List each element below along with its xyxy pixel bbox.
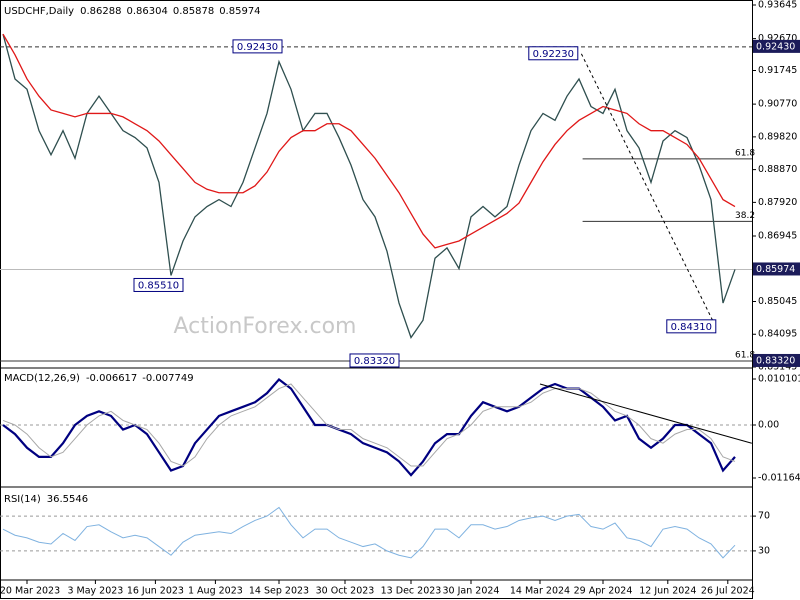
price-marker-label: 0.85974 [756,264,795,275]
x-tick-label: 26 Jul 2024 [701,586,755,597]
header-value: 0.85878 [173,6,214,17]
fib-label: 38.2 [735,211,755,221]
y-tick-label: 0.85045 [758,296,797,307]
trend-line [539,383,752,444]
x-tick-label: 20 Mar 2023 [0,586,60,597]
annotation-label: 0.92430 [237,42,278,53]
y-tick-label: 0.87920 [758,197,797,208]
x-tick-label: 3 May 2023 [67,586,123,597]
y-tick-label: 0.92670 [758,33,797,44]
y-tick-label: 0.86945 [758,230,797,241]
panel-title: MACD(12,26,9) [4,373,80,384]
price-marker-label: 0.92430 [756,41,795,52]
fib-label: 61.8 [735,350,755,360]
y-tick-label: 0.91745 [758,65,797,76]
y-tick-label: 0.84095 [758,329,797,340]
annotation-label: 0.84310 [671,322,712,333]
trend-line [580,53,717,328]
x-tick-label: 30 Oct 2023 [316,586,375,597]
x-tick-label: 30 Jan 2024 [443,586,500,597]
annotation-box [666,319,717,334]
header-value: 36.5546 [47,494,88,505]
annotation-box [232,39,283,54]
y-tick-label: 0.89820 [758,131,797,142]
y-tick-label: -0.011645 [758,473,800,484]
price-marker [753,262,800,276]
panel-title: RSI(14) [4,494,41,505]
header-value: -0.007749 [142,373,193,384]
y-tick-label: 0.88870 [758,164,797,175]
price-marker [753,39,800,53]
annotation-box [349,353,400,368]
y-tick-label: 30 [758,545,770,556]
annotation-label: 0.85510 [138,280,179,291]
annotation-label: 0.83320 [354,356,395,367]
x-tick-label: 13 Dec 2023 [381,586,442,597]
x-tick-label: 29 Apr 2024 [574,586,633,597]
x-tick-label: 12 Jun 2024 [639,586,696,597]
header-value: 0.85974 [219,6,260,17]
header-bg [2,492,94,505]
annotation-box [133,277,184,292]
x-tick-label: 1 Aug 2023 [188,586,243,597]
y-tick-label: 70 [758,511,770,522]
header-value: 0.86288 [80,6,121,17]
fib-label: 61.8 [735,148,755,158]
annotation-box [528,46,579,61]
series-line [2,377,736,477]
series-line [2,383,736,467]
x-tick-label: 16 Jun 2023 [127,586,184,597]
series-line [2,506,736,559]
header-bg [2,4,266,17]
price-marker [753,353,800,367]
y-tick-label: 0.00 [758,419,779,430]
header-value: -0.006617 [86,373,137,384]
x-tick-label: 14 Mar 2024 [510,586,570,597]
y-tick-label: 0.010101 [758,374,800,385]
series-line [2,33,736,249]
panel-title: USDCHF,Daily [4,6,74,17]
header-bg [2,371,199,384]
y-tick-label: 0.83145 [758,362,797,373]
header-value: 0.86304 [126,6,167,17]
x-tick-label: 14 Sep 2023 [249,586,309,597]
y-tick-label: 0.90770 [758,99,797,110]
y-tick-label: 0.93645 [758,0,797,10]
frame [0,0,753,599]
price-marker-label: 0.83320 [756,355,795,366]
watermark: ActionForex.com [174,314,357,339]
series-line [2,33,736,339]
annotation-label: 0.92230 [533,49,574,60]
